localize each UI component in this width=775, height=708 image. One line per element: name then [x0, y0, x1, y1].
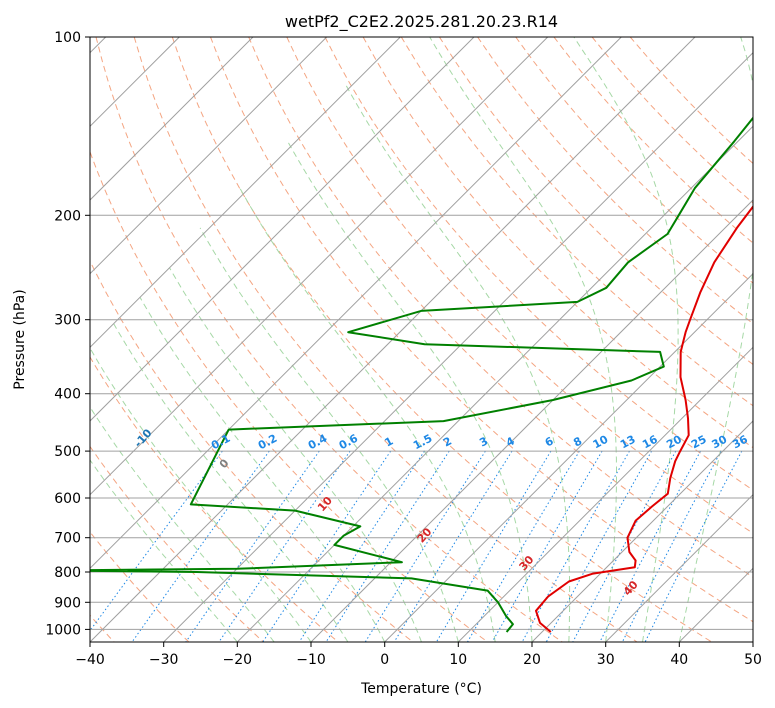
mixing-ratio-label: 36	[730, 433, 750, 452]
mixing-ratio-line	[644, 450, 743, 642]
y-tick-label: 200	[54, 208, 81, 224]
isotherm-line	[90, 37, 328, 275]
mixing-ratio-label: 10	[591, 433, 611, 452]
dry-adiabat-line	[171, 37, 712, 642]
isotherm-line	[605, 493, 753, 642]
isotherm-line	[90, 37, 401, 349]
isotherm-line	[90, 37, 475, 422]
mixing-ratio-line	[90, 450, 223, 632]
x-tick-label: −40	[75, 652, 105, 668]
y-tick-label: 800	[54, 565, 81, 581]
dry-adiabat-line	[438, 37, 753, 366]
moist-adiabat-line	[168, 267, 422, 642]
dry-adiabat-line	[90, 445, 264, 642]
moist-adiabats	[90, 37, 753, 642]
y-axis-ticks: 100 200 300 400 500 600 700 800 900 1000	[45, 30, 90, 638]
profile-series	[90, 116, 753, 633]
mixing-ratio-line	[572, 450, 677, 642]
mixing-ratio-line	[185, 450, 320, 642]
x-tick-label: 40	[670, 652, 688, 668]
y-tick-label: 400	[54, 387, 81, 403]
y-tick-label: 1000	[45, 622, 81, 638]
isotherm-line	[752, 641, 753, 642]
mixing-ratio-line	[262, 450, 392, 642]
isotherm-line	[163, 51, 753, 642]
mixing-ratio-label: 20	[664, 433, 684, 452]
dry-adiabat-line	[210, 37, 753, 623]
temperature-profile-line	[535, 205, 753, 633]
mixing-ratio-line	[521, 450, 630, 642]
isotherm-line	[531, 420, 753, 642]
dry-adiabat-line	[133, 37, 638, 642]
isotherm-line	[90, 37, 254, 201]
y-tick-label: 600	[54, 491, 81, 507]
dry-adiabat-line	[95, 37, 563, 642]
isotherm-line	[310, 199, 753, 642]
x-tick-label: 10	[449, 652, 467, 668]
mixing-ratio-label: 30	[710, 433, 730, 452]
y-tick-label: 700	[54, 531, 81, 547]
dry-adiabat-line	[477, 37, 753, 325]
mixing-ratio-line	[298, 450, 425, 642]
x-tick-label: −20	[223, 652, 253, 668]
moist-adiabat-line	[678, 37, 753, 642]
y-tick-label: 900	[54, 595, 81, 611]
dewpoint-profile-line	[90, 116, 753, 633]
y-axis-label: Pressure (hPa)	[12, 289, 28, 389]
plot-frame	[89, 36, 754, 643]
x-tick-label: 50	[744, 652, 762, 668]
mixing-ratio-line	[545, 450, 653, 642]
x-tick-label: 0	[380, 652, 389, 668]
y-tick-label: 500	[54, 444, 81, 460]
moist-adiabat-line	[239, 187, 496, 642]
moist-adiabat-line	[90, 406, 275, 642]
y-tick-label: 300	[54, 313, 81, 329]
mixing-ratio-line	[599, 450, 701, 642]
moist-adiabat-line	[139, 297, 386, 642]
mixing-ratio-lines	[90, 450, 743, 642]
moist-adiabat-line	[344, 83, 571, 642]
plot-area	[90, 37, 753, 642]
isotherm-line	[384, 272, 753, 642]
x-tick-label: 20	[523, 652, 541, 668]
moist-adiabat-line	[429, 37, 617, 642]
moist-adiabat-line	[110, 319, 349, 642]
dry-adiabat-line	[90, 356, 339, 642]
mixing-ratio-line	[218, 450, 351, 642]
mixing-ratio-label: 13	[618, 433, 638, 452]
isotherm-line	[90, 37, 549, 496]
mixing-ratio-label: 16	[640, 433, 660, 452]
moist-adiabat-line	[573, 37, 679, 642]
x-tick-label: 30	[597, 652, 615, 668]
mixing-ratio-label: 25	[689, 433, 709, 452]
mixing-ratio-line	[621, 450, 722, 642]
x-tick-label: −30	[149, 652, 179, 668]
pressure-gridlines	[90, 37, 753, 630]
x-axis-ticks: −40 −30 −20 −10 0 10 20 30 40 50	[75, 642, 762, 668]
mixing-ratio-line	[491, 450, 603, 642]
chart-title: wetPf2_C2E2.2025.281.20.23.R14	[285, 12, 558, 32]
dry-adiabat-line	[90, 150, 488, 642]
dry-adiabat-line	[248, 37, 753, 578]
x-tick-label: −10	[296, 652, 326, 668]
isotherm-line	[457, 346, 753, 642]
dry-adiabat-line	[324, 37, 753, 491]
moist-adiabat-line	[199, 227, 459, 642]
x-axis-label: Temperature (°C)	[360, 681, 482, 697]
y-tick-label: 100	[54, 30, 81, 46]
isotherm-line	[90, 37, 622, 570]
